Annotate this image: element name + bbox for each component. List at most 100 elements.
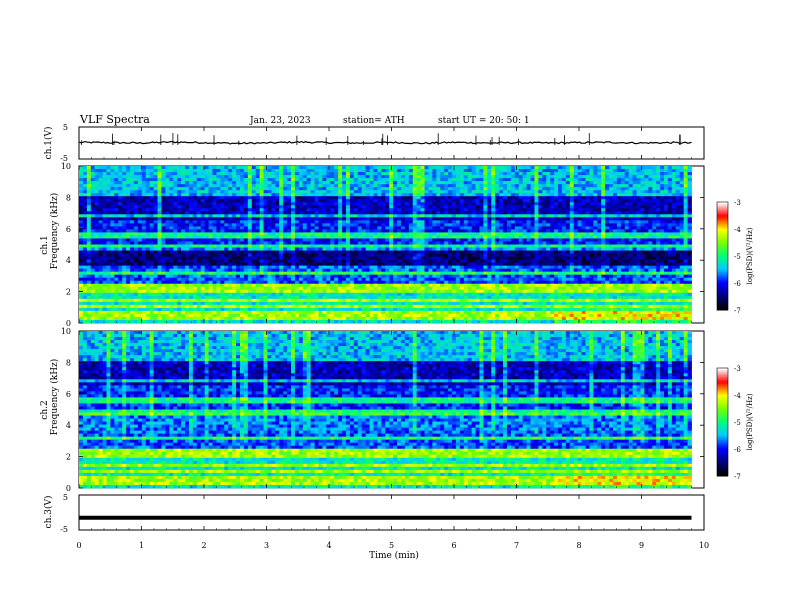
spectrogram-cell <box>628 226 634 230</box>
spectrogram-cell <box>471 202 476 206</box>
spectrogram-cell <box>185 235 190 239</box>
spectrogram-cell <box>412 196 418 200</box>
spectrogram-cell <box>389 205 394 209</box>
spectrogram-cell <box>518 229 524 233</box>
spectrogram-cell <box>491 232 496 236</box>
spectrogram-cell <box>173 241 178 245</box>
spectrogram-cell <box>259 172 264 176</box>
spectrogram-cell <box>353 247 359 251</box>
spectrogram-cell <box>546 256 551 260</box>
spectrogram-cell <box>577 226 582 230</box>
spectrogram-cell <box>263 190 268 194</box>
spectrogram-cell <box>534 214 539 218</box>
spectrogram-cell <box>475 169 480 173</box>
spectrogram-cell <box>404 205 410 209</box>
spectrogram-cell <box>514 187 520 191</box>
spectrogram-cell <box>232 226 237 230</box>
spectrogram-cell <box>82 202 88 206</box>
spectrogram-cell <box>220 250 225 254</box>
spectrogram-cell <box>287 196 292 200</box>
spectrogram-cell <box>279 190 284 194</box>
spectrogram-cell <box>448 241 453 245</box>
spectrogram-cell <box>585 178 590 182</box>
spectrogram-cell <box>534 184 539 188</box>
spectrogram-cell <box>687 181 692 185</box>
spectrogram-cell <box>279 166 284 170</box>
spectrogram-cell <box>90 214 96 218</box>
spectrogram-cell <box>593 250 598 254</box>
spectrogram-cell <box>534 175 539 179</box>
spectrogram-cell <box>656 193 661 197</box>
spectrogram-cell <box>357 235 363 239</box>
spectrogram-cell <box>514 214 520 218</box>
spectrogram-cell <box>294 235 300 239</box>
spectrogram-cell <box>542 187 547 191</box>
spectrogram-cell <box>279 211 284 215</box>
spectrogram-cell <box>294 247 300 251</box>
spectrogram-cell <box>283 235 288 239</box>
spectrogram-cell <box>620 175 626 179</box>
spectrogram-cell <box>118 208 123 212</box>
spectrogram-cell <box>440 184 445 188</box>
spectrogram-cell <box>173 229 178 233</box>
spectrogram-cell <box>330 232 335 236</box>
spectrogram-cell <box>224 229 229 233</box>
spectrogram-cell <box>522 232 527 236</box>
spectrogram-cell <box>133 226 139 230</box>
spectrogram-cell <box>98 211 103 215</box>
spectrogram-cell <box>416 223 421 227</box>
spectrogram-cell <box>495 205 500 209</box>
spectrogram-cell <box>644 175 649 179</box>
spectrogram-cell <box>236 187 241 191</box>
spectrogram-cell <box>475 211 480 215</box>
spectrogram-cell <box>247 202 253 206</box>
spectrogram-cell <box>522 253 527 257</box>
spectrogram-cell <box>393 238 398 242</box>
spectrogram-cell <box>455 241 461 245</box>
spectrogram-cell <box>420 250 425 254</box>
spectrogram-cell <box>342 250 347 254</box>
spectrogram-cell <box>561 232 567 236</box>
spectrogram-cell <box>255 217 261 221</box>
spectrogram-cell <box>302 205 308 209</box>
spectrogram-cell <box>620 187 626 191</box>
spectrogram-cell <box>239 250 245 254</box>
spectrogram-cell <box>161 169 166 173</box>
spectrogram-cell <box>616 181 622 185</box>
spectrogram-cell <box>452 220 457 224</box>
spectrogram-cell <box>177 253 182 257</box>
spectrogram-cell <box>126 232 131 236</box>
spectrogram-cell <box>632 226 637 230</box>
spectrogram-cell <box>416 205 421 209</box>
spectrogram-cell <box>463 169 469 173</box>
spectrogram-cell <box>385 199 390 203</box>
spectrogram-cell <box>565 253 571 257</box>
spectrogram-cell <box>605 199 610 203</box>
spectrogram-cell <box>605 169 610 173</box>
spectrogram-cell <box>518 250 524 254</box>
spectrogram-cell <box>424 169 429 173</box>
spectrogram-cell <box>130 172 135 176</box>
spectrogram-cell <box>338 187 343 191</box>
spectrogram-cell <box>98 223 103 227</box>
spectrogram-cell <box>597 238 602 242</box>
spectrogram-cell <box>581 235 586 239</box>
spectrogram-cell <box>98 199 103 203</box>
spectrogram-cell <box>389 226 394 230</box>
spectrogram-cell <box>173 247 178 251</box>
spectrogram-cell <box>141 238 147 242</box>
spectrogram-cell <box>208 193 213 197</box>
spectrogram-cell <box>306 208 312 212</box>
spectrogram-cell <box>118 214 123 218</box>
spectrogram-cell <box>664 169 669 173</box>
spectrogram-cell <box>612 211 618 215</box>
spectrogram-cell <box>632 211 637 215</box>
spectrogram-cell <box>306 247 312 251</box>
spectrogram-cell <box>188 232 194 236</box>
spectrogram-cell <box>581 181 586 185</box>
spectrogram-cell <box>255 184 261 188</box>
spectrogram-cell <box>400 256 406 260</box>
spectrogram-cell <box>389 220 394 224</box>
spectrogram-cell <box>667 202 673 206</box>
spectrogram-cell <box>228 175 233 179</box>
